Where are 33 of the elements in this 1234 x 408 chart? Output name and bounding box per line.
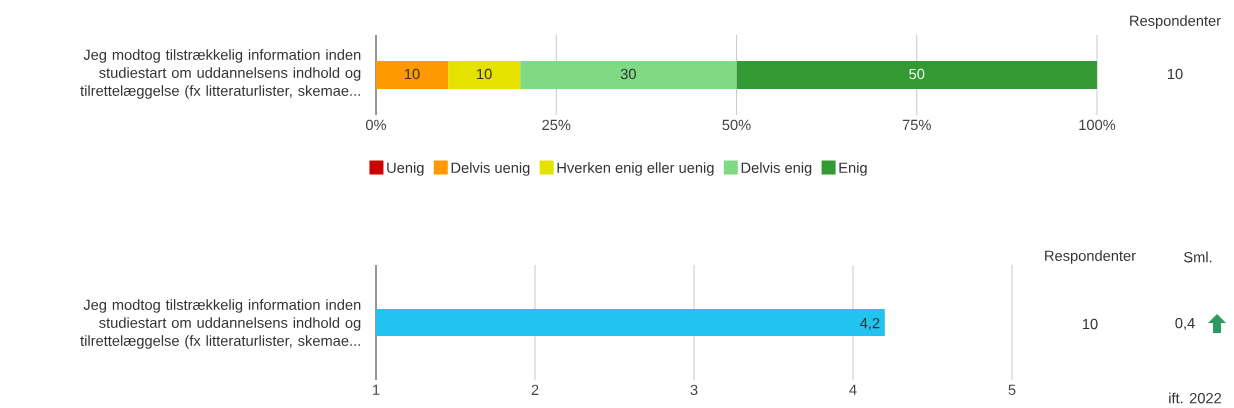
x-tick-label: 1 [373, 384, 380, 395]
text: Respondenter [1045, 250, 1136, 264]
x-tick-label: 3 [690, 384, 698, 396]
data-label: 30 [620, 68, 636, 80]
text: ift. 2022 [1169, 392, 1222, 404]
x-tick-label: 0% [365, 119, 387, 131]
x-tick-label: 25% [542, 119, 571, 131]
text: Respondenter [1130, 15, 1221, 29]
x-tick-label: 2 [531, 384, 539, 396]
x-tick-label: 50% [722, 119, 751, 131]
data-label: 50 [909, 68, 925, 80]
x-tick-label: 100% [1079, 119, 1116, 131]
data-label: 4,2 [860, 318, 880, 331]
text: 10 [1082, 318, 1098, 330]
y-tick-label: Jeg modtog tilstrækkelig information inden studiestart om uddannelsens indhold og tilrettelæggelse (fx litteraturlister, skemae... [80, 49, 361, 99]
legend-label: Hverken enig eller uenig [557, 162, 714, 176]
legend-label: Delvis uenig [451, 162, 530, 176]
x-tick-label: 5 [1008, 384, 1016, 396]
text: 0,4 [1175, 318, 1195, 331]
legend-label: Uenig [387, 162, 424, 176]
bar [520, 61, 737, 90]
x-tick-label: 75% [902, 119, 931, 131]
data-label: 10 [477, 68, 492, 80]
text: 10 [1167, 68, 1183, 80]
data-label: 10 [405, 68, 420, 80]
legend-label: Delvis enig [741, 162, 812, 176]
bar [376, 61, 449, 90]
legend-label: Enig [839, 162, 867, 176]
x-tick-label: 4 [849, 384, 857, 395]
bar [448, 61, 521, 90]
bar [736, 61, 1098, 90]
text: Sml. [1184, 251, 1212, 263]
y-tick-label: Jeg modtog tilstrækkelig information inden studiestart om uddannelsens indhold og tilrettelæggelse (fx litteraturlister, skemae... [80, 299, 361, 349]
